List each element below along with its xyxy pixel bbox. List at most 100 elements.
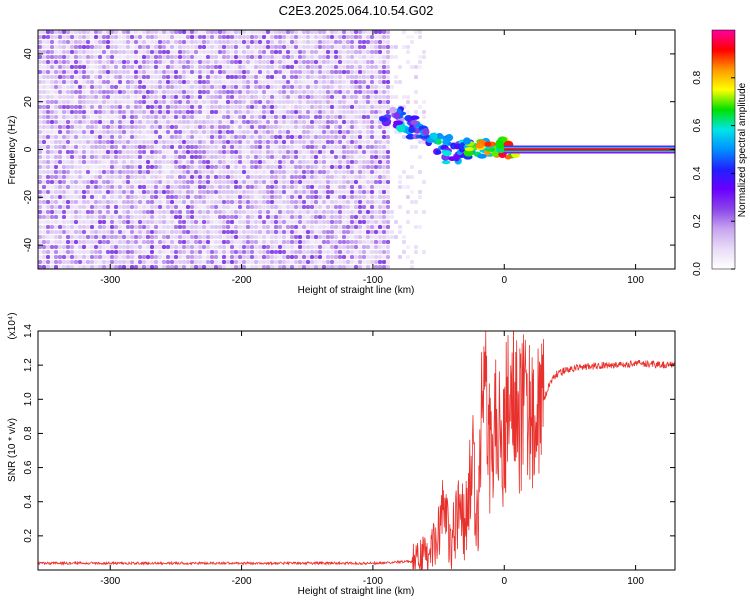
spectrogram-cell (58, 190, 62, 194)
spectrogram-cell (154, 90, 158, 94)
spectrogram-cell (366, 160, 370, 164)
spectrogram-cell (54, 130, 58, 134)
spectrogram-cell (306, 140, 310, 144)
spectrogram-cell (38, 80, 42, 84)
spectrogram-cell (230, 245, 234, 249)
spectrogram-cell (386, 195, 390, 199)
spectrogram-cell (326, 40, 330, 44)
spectrogram-cell (206, 135, 210, 139)
spectrogram-cell (334, 110, 338, 114)
spectrogram-cell (82, 210, 86, 214)
spectrogram-cell (386, 180, 390, 184)
spectrogram-cell (290, 35, 294, 39)
spectrogram-cell (406, 45, 410, 49)
spectrogram-cell (278, 190, 282, 194)
spectrogram-cell (266, 135, 270, 139)
spectrogram-cell (266, 65, 270, 69)
spectrogram-cell (242, 165, 246, 169)
spectrogram-cell (354, 100, 358, 104)
spectrogram-cell (214, 140, 218, 144)
spectrogram-cell (134, 175, 138, 179)
spectrogram-cell (142, 75, 146, 79)
spectrogram-cell (410, 265, 414, 269)
spectrogram-cell (230, 200, 234, 204)
spectrogram-cell (290, 180, 294, 184)
spectrogram-cell (322, 40, 326, 44)
spectrogram-cell (358, 125, 362, 129)
spectrogram-cell (318, 50, 322, 54)
spectrogram-blob (475, 143, 484, 149)
spectrogram-cell (366, 245, 370, 249)
spectrogram-cell (378, 210, 382, 214)
spectrogram-cell (126, 145, 130, 149)
spectrogram-cell (230, 35, 234, 39)
spectrogram-cell (182, 220, 186, 224)
spectrogram-cell (158, 135, 162, 139)
spectrogram-cell (386, 55, 390, 59)
spectrogram-cell (294, 145, 298, 149)
spectrogram-cell (274, 65, 278, 69)
spectrogram-cell (278, 30, 282, 34)
spectrogram-cell (234, 245, 238, 249)
spectrogram-cell (274, 55, 278, 59)
spectrogram-cell (346, 85, 350, 89)
spectrogram-cell (374, 55, 378, 59)
spectrogram-cell (370, 45, 374, 49)
spectrogram-cell (142, 125, 146, 129)
spectrogram-cell (62, 75, 66, 79)
spectrogram-cell (178, 95, 182, 99)
spectrogram-cell (374, 185, 378, 189)
spectrogram-cell (46, 75, 50, 79)
spectrogram-cell (306, 180, 310, 184)
spectrogram-cell (114, 45, 118, 49)
spectrogram-cell (158, 65, 162, 69)
spectrogram-cell (258, 90, 262, 94)
spectrogram-cell (142, 40, 146, 44)
spectrogram-cell (110, 125, 114, 129)
spectrogram-cell (358, 195, 362, 199)
spectrogram-cell (222, 200, 226, 204)
spectrogram-cell (138, 220, 142, 224)
spectrogram-cell (290, 235, 294, 239)
spectrogram-cell (242, 65, 246, 69)
spectrogram-cell (66, 125, 70, 129)
spectrogram-cell (214, 70, 218, 74)
spectrogram-cell (250, 85, 254, 89)
spectrogram-cell (146, 45, 150, 49)
spectrogram-cell (186, 35, 190, 39)
spectrogram-cell (50, 230, 54, 234)
spectrogram-cell (222, 60, 226, 64)
spectrogram-cell (142, 170, 146, 174)
spectrogram-cell (206, 155, 210, 159)
spectrogram-cell (70, 260, 74, 264)
spectrogram-cell (154, 70, 158, 74)
spectrogram-cell (134, 85, 138, 89)
spectrogram-cell (206, 70, 210, 74)
spectrogram-cell (302, 65, 306, 69)
spectrogram-cell (262, 220, 266, 224)
spectrogram-cell (162, 175, 166, 179)
spectrogram-cell (70, 60, 74, 64)
spectrogram-cell (250, 110, 254, 114)
spectrogram-cell (46, 230, 50, 234)
spectrogram-cell (138, 40, 142, 44)
spectrogram-cell (190, 85, 194, 89)
spectrogram-cell (170, 235, 174, 239)
spectrogram-cell (86, 130, 90, 134)
spectrogram-cell (114, 55, 118, 59)
spectrogram-cell (110, 215, 114, 219)
spectrogram-cell (178, 75, 182, 79)
spectrogram-cell (222, 35, 226, 39)
spectrogram-cell (174, 135, 178, 139)
spectrogram-cell (170, 215, 174, 219)
spectrogram-blob (396, 126, 405, 133)
spectrogram-cell (350, 165, 354, 169)
spectrogram-cell (274, 260, 278, 264)
spectrogram-cell (238, 60, 242, 64)
spectrogram-cell (106, 125, 110, 129)
spectrogram-cell (98, 175, 102, 179)
spectrogram-cell (118, 175, 122, 179)
spectrogram-cell (54, 55, 58, 59)
spectrogram-cell (298, 95, 302, 99)
spectrogram-cell (302, 140, 306, 144)
